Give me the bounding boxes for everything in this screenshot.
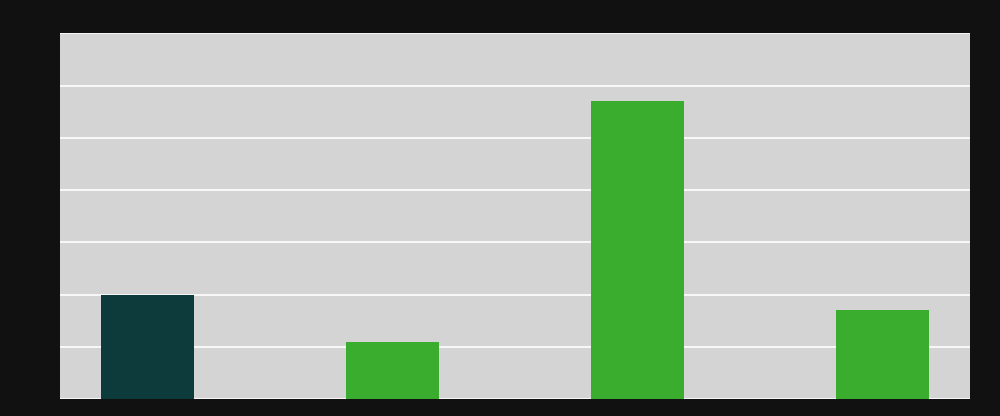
Bar	[591, 101, 684, 399]
Bar	[346, 342, 439, 399]
Bar	[836, 310, 929, 399]
Bar	[101, 295, 194, 399]
